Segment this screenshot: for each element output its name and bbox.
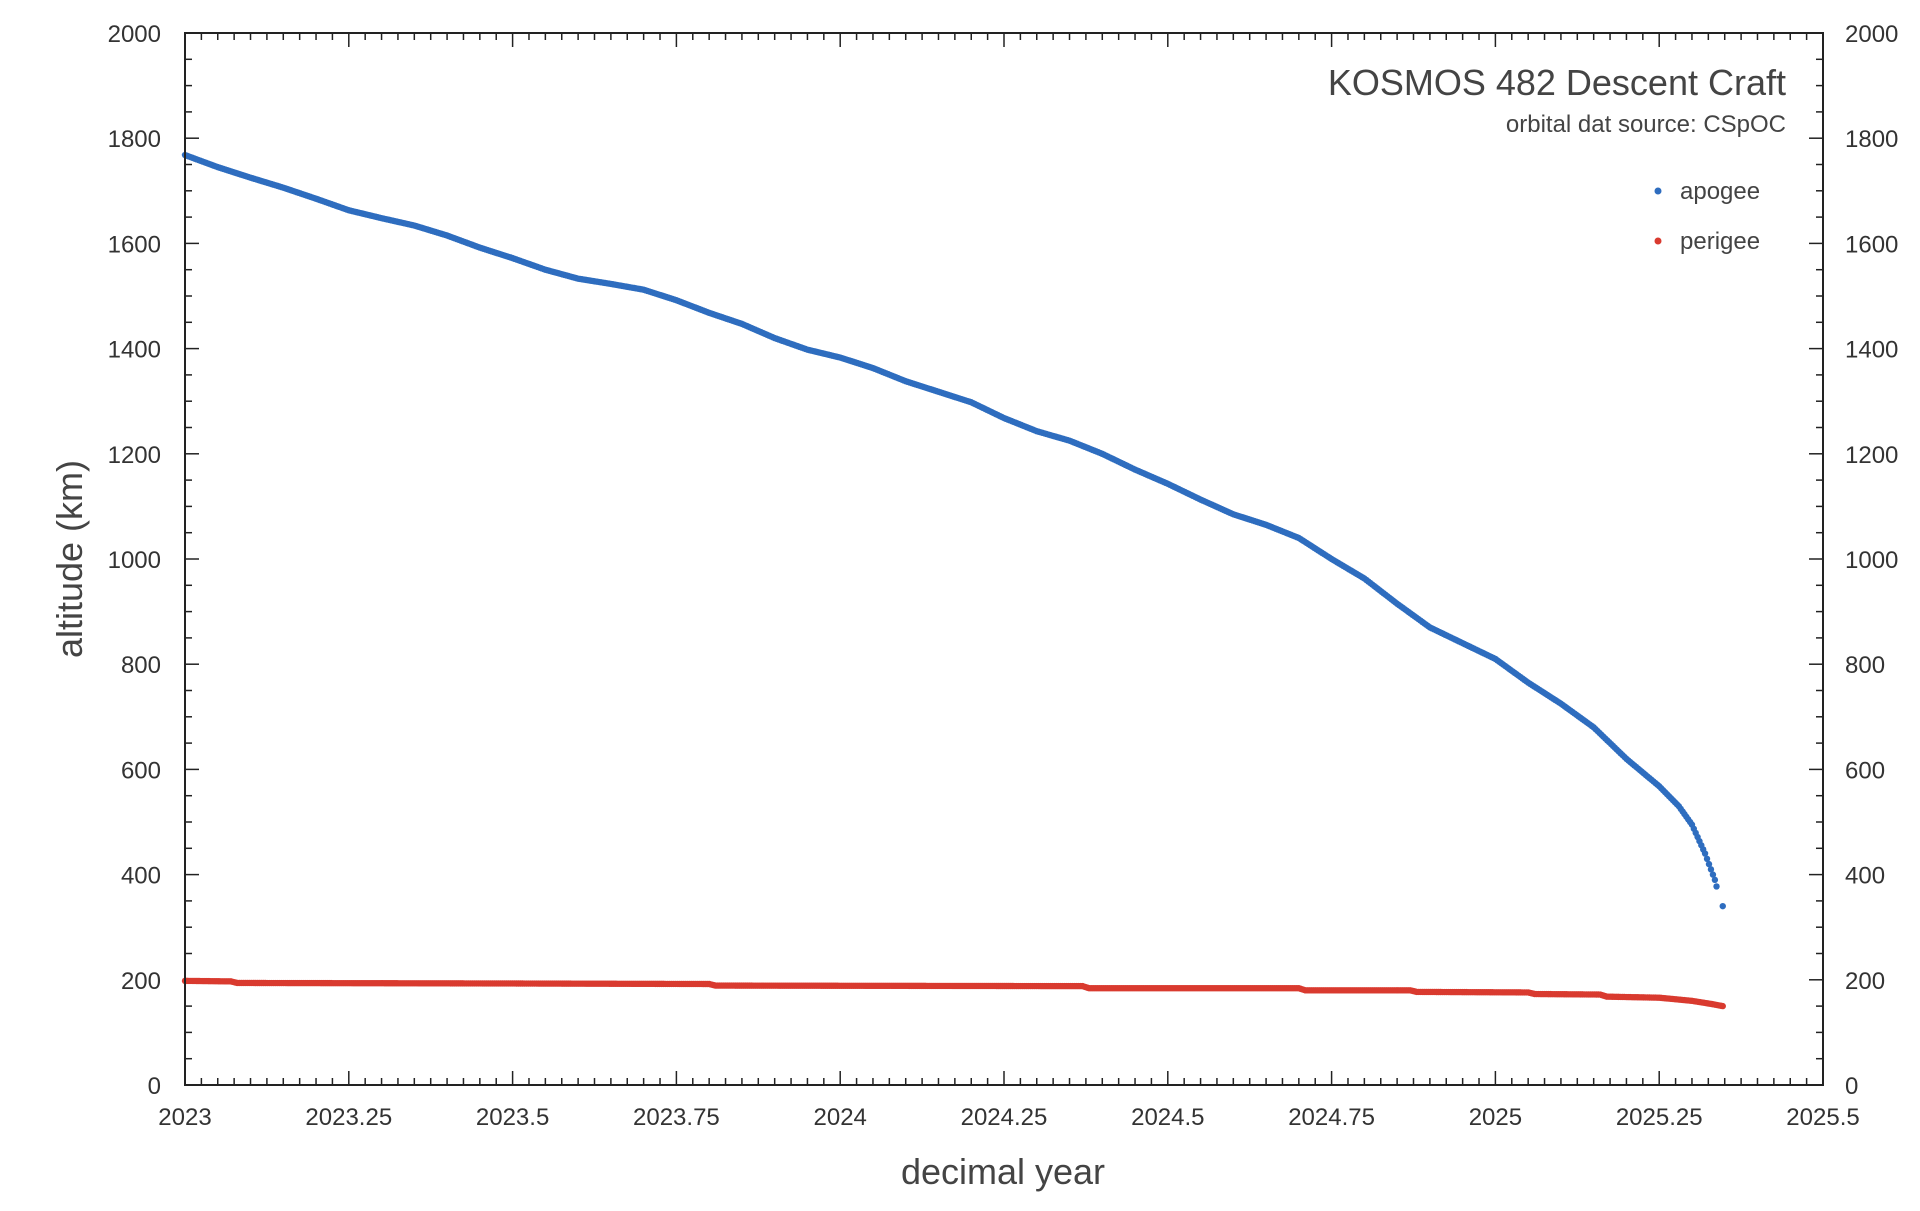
y-tick-label-right: 600 <box>1845 757 1885 784</box>
y-tick-label-right: 2000 <box>1845 21 1898 48</box>
y-tick-label-right: 800 <box>1845 652 1885 679</box>
x-tick-label: 2023.25 <box>305 1104 392 1131</box>
apogee-point <box>1719 902 1726 910</box>
series-perigee <box>181 977 1726 1010</box>
x-tick-label: 2023.75 <box>633 1104 720 1131</box>
y-axis-title: altitude (km) <box>49 460 90 658</box>
x-tick-label: 2025.25 <box>1616 1104 1703 1131</box>
legend: apogee perigee <box>1654 178 1760 255</box>
y-tick-label: 600 <box>121 757 161 784</box>
y-tick-label: 1800 <box>108 126 161 153</box>
x-axis-title: decimal year <box>901 1151 1105 1192</box>
apogee-point <box>1707 866 1715 873</box>
x-tick-label: 2023.5 <box>476 1104 549 1131</box>
x-tick-label: 2024 <box>814 1104 867 1131</box>
legend-perigee-label: perigee <box>1680 228 1760 255</box>
x-tick-label: 2025.5 <box>1786 1104 1859 1131</box>
y-tick-label-right: 400 <box>1845 863 1885 890</box>
y-tick-label-right: 200 <box>1845 968 1885 995</box>
y-tick-label-right: 1000 <box>1845 547 1898 574</box>
y-tick-label: 1000 <box>108 547 161 574</box>
series-layer <box>181 151 1726 1010</box>
y-tick-label-right: 1800 <box>1845 126 1898 153</box>
x-tick-label: 2025 <box>1469 1104 1522 1131</box>
x-tick-label: 2024.25 <box>961 1104 1048 1131</box>
apogee-point <box>1711 876 1719 884</box>
perigee-point <box>1719 1002 1726 1010</box>
y-tick-label: 1600 <box>108 231 161 258</box>
apogee-point <box>1705 860 1713 868</box>
legend-perigee-marker <box>1654 237 1662 245</box>
x-tick-label: 2024.5 <box>1131 1104 1204 1131</box>
apogee-point <box>1709 871 1717 878</box>
y-tick-label: 800 <box>121 652 161 679</box>
y-tick-label-right: 1200 <box>1845 442 1898 469</box>
y-tick-label: 0 <box>148 1073 161 1100</box>
apogee-point <box>1713 883 1720 890</box>
plot-frame <box>184 32 1824 1086</box>
y-tick-label: 2000 <box>108 21 161 48</box>
y-tick-label-right: 0 <box>1845 1073 1858 1100</box>
y-tick-label: 400 <box>121 863 161 890</box>
y-tick-label-right: 1400 <box>1845 337 1898 364</box>
x-tick-label: 2024.75 <box>1288 1104 1375 1131</box>
apogee-point <box>1701 850 1709 857</box>
chart-subtitle: orbital dat source: CSpOC <box>1506 111 1786 138</box>
y-tick-label: 1400 <box>108 337 161 364</box>
apogee-point <box>1703 855 1711 863</box>
ticks-layer: 2023 2023.25 2023.5 2023.75 2024 2024.25 2024.… <box>108 21 1899 1131</box>
y-tick-label: 1200 <box>108 442 161 469</box>
y-tick-label-right: 1600 <box>1845 231 1898 258</box>
legend-apogee-label: apogee <box>1680 178 1760 205</box>
y-tick-label: 200 <box>121 968 161 995</box>
series-apogee <box>181 151 1726 910</box>
chart-title: KOSMOS 482 Descent Craft <box>1328 62 1786 103</box>
legend-apogee-marker <box>1654 187 1662 195</box>
x-tick-label: 2023 <box>158 1104 211 1131</box>
